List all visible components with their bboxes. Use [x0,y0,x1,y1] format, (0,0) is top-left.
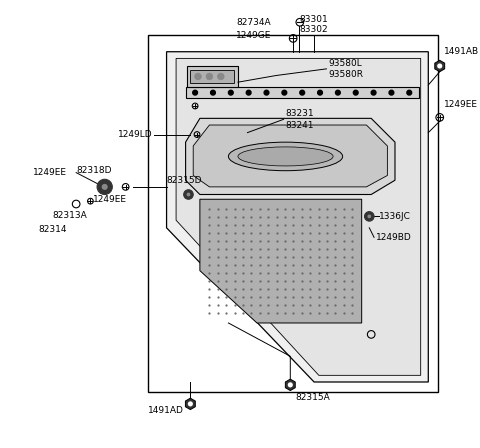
Text: 93580R: 93580R [328,70,363,79]
Text: 82313A: 82313A [52,211,87,220]
Text: 82734A: 82734A [236,18,271,27]
Circle shape [389,90,394,95]
Circle shape [187,193,191,196]
Circle shape [318,90,323,95]
Polygon shape [186,118,395,194]
Circle shape [228,90,233,95]
Circle shape [211,90,216,95]
Text: 83301: 83301 [300,15,328,24]
Text: 93580L: 93580L [328,59,362,68]
Text: 1249EE: 1249EE [444,99,478,108]
Circle shape [206,73,213,80]
Circle shape [282,90,287,95]
Bar [191,70,234,83]
Text: 82315A: 82315A [295,393,330,402]
Circle shape [336,90,340,95]
Text: 1336JC: 1336JC [379,212,411,221]
Circle shape [367,215,371,218]
Circle shape [246,90,251,95]
Circle shape [407,90,412,95]
Circle shape [288,382,293,388]
Circle shape [300,90,305,95]
Circle shape [193,90,197,95]
Circle shape [353,90,358,95]
Circle shape [184,190,193,199]
Circle shape [194,73,201,80]
Polygon shape [193,125,387,187]
Text: 82318D: 82318D [76,166,112,175]
Circle shape [97,179,112,194]
Text: 1249BD: 1249BD [376,233,412,242]
Circle shape [217,73,224,80]
Circle shape [437,64,442,69]
Text: 82315D: 82315D [167,176,202,185]
Ellipse shape [228,142,343,171]
Polygon shape [435,60,444,72]
Text: 1249GE: 1249GE [236,31,271,40]
Text: 83231: 83231 [286,109,314,118]
Polygon shape [186,87,419,99]
Polygon shape [167,52,428,382]
Polygon shape [200,199,361,323]
Text: 1249EE: 1249EE [93,195,127,204]
Circle shape [364,211,374,221]
Text: 1491AB: 1491AB [444,47,479,56]
Text: 1249LD: 1249LD [118,130,152,139]
Circle shape [371,90,376,95]
Circle shape [264,90,269,95]
Ellipse shape [238,147,333,166]
Text: 82314: 82314 [38,225,67,234]
Circle shape [102,184,108,190]
Text: 83302: 83302 [300,26,328,34]
Text: 1249EE: 1249EE [33,168,67,177]
Circle shape [188,401,193,406]
Text: 83241: 83241 [286,121,314,129]
Bar [147,34,438,392]
Polygon shape [187,66,238,87]
Polygon shape [185,398,195,409]
Polygon shape [176,58,420,375]
Polygon shape [285,379,295,391]
Text: 1491AD: 1491AD [147,406,183,415]
